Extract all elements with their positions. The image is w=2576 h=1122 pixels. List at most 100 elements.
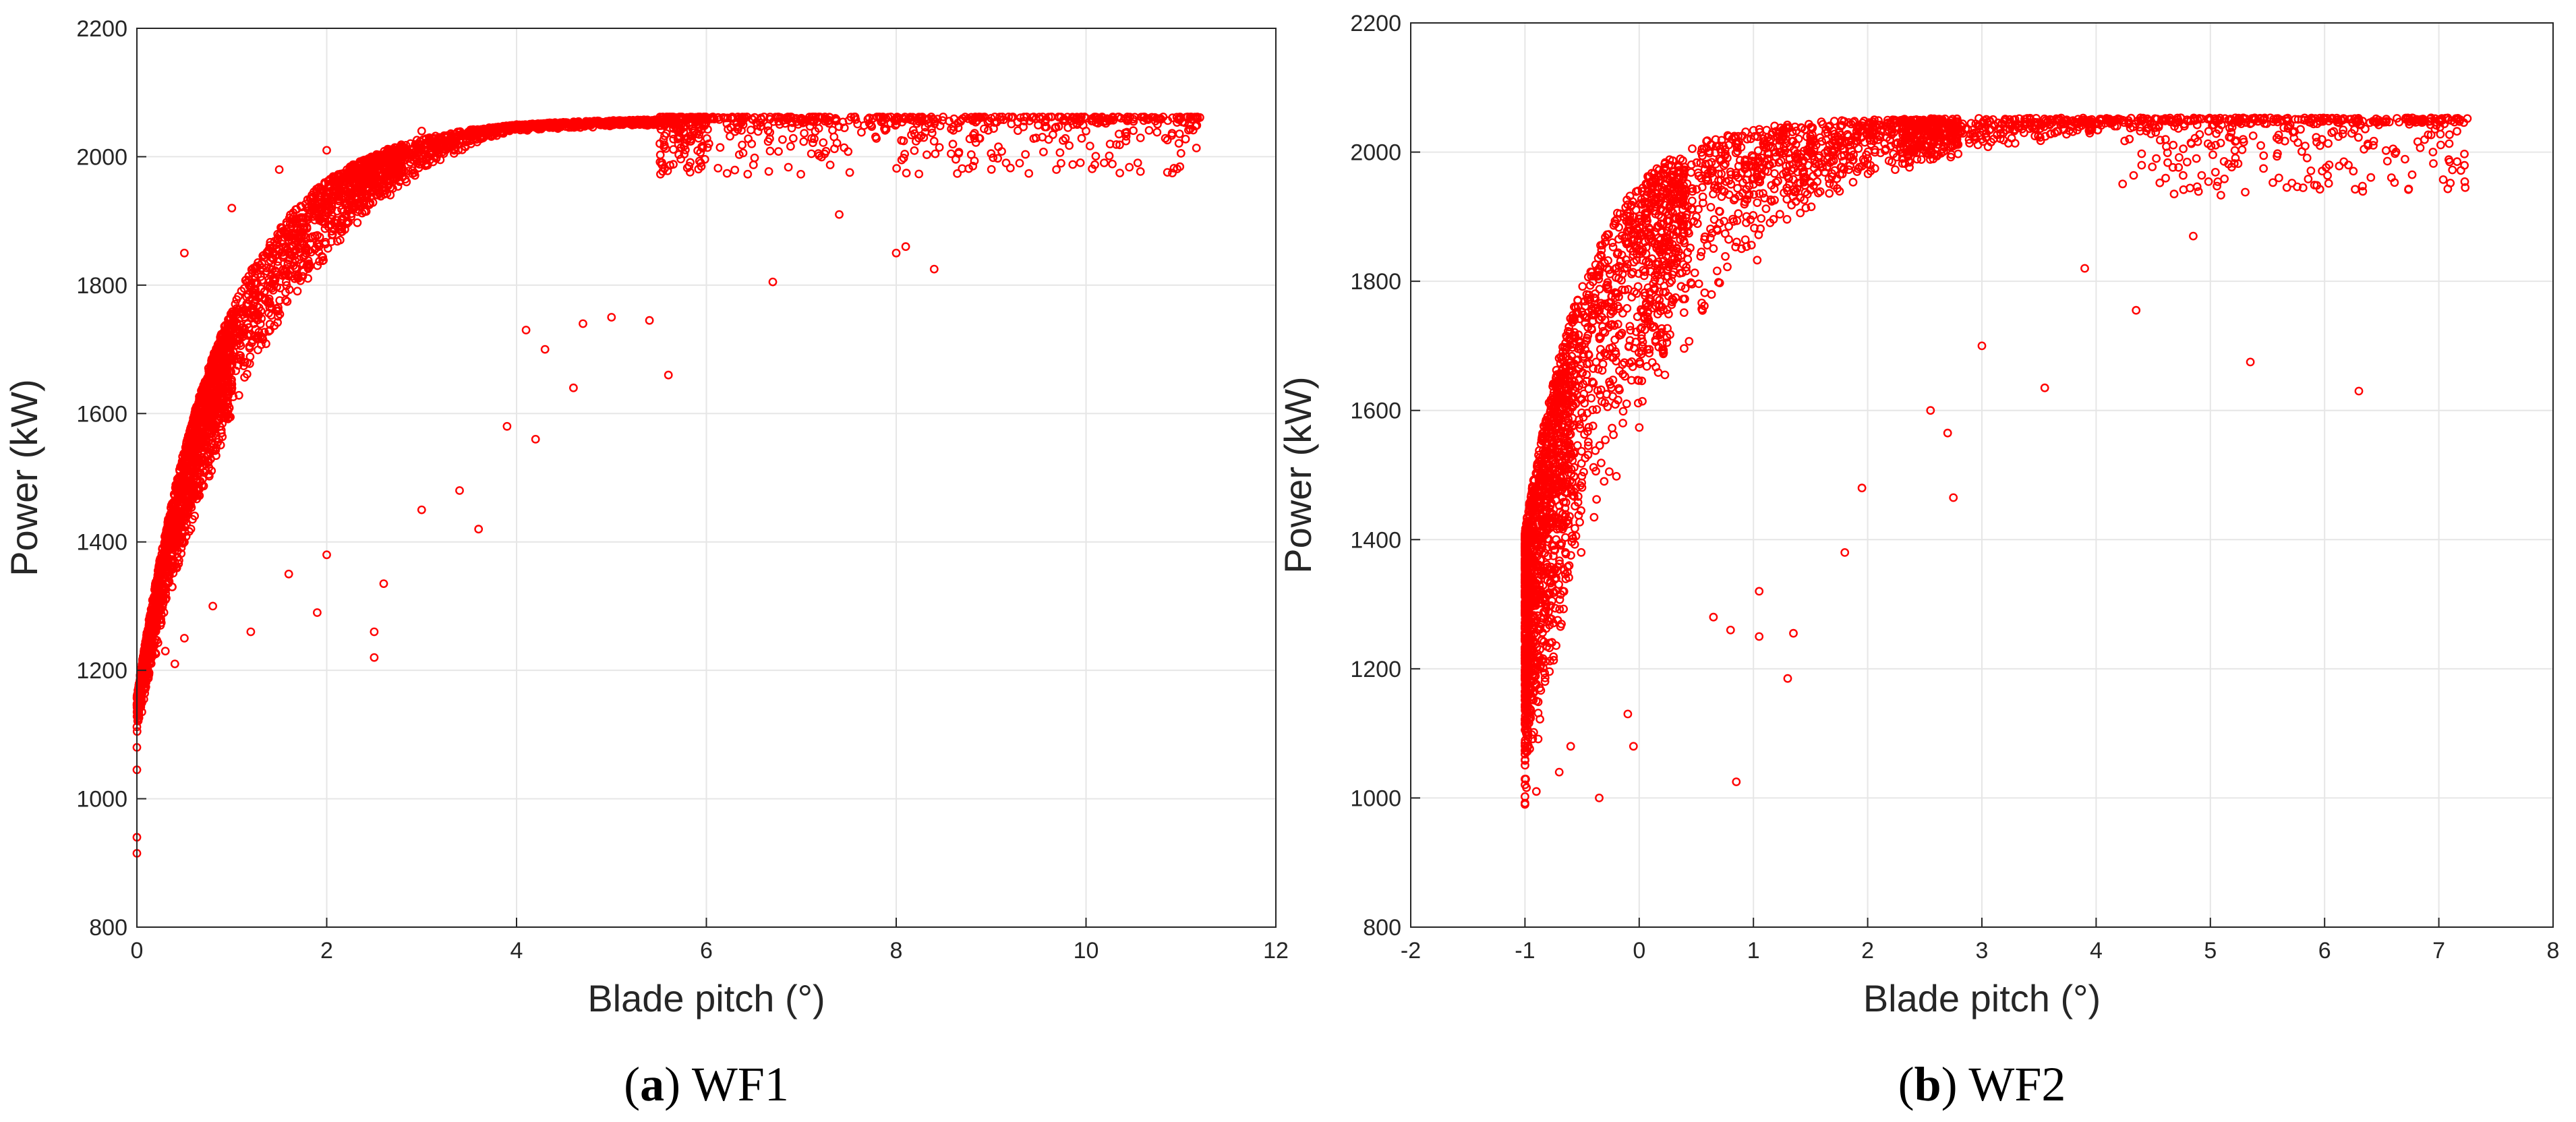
scatter-point <box>1168 169 1177 178</box>
scatter-point <box>1163 136 1172 145</box>
scatter-point <box>899 136 908 146</box>
scatter-point <box>1048 130 1057 140</box>
scatter-point <box>1169 164 1179 173</box>
scatter-point <box>660 140 669 150</box>
scatter-point <box>285 254 295 263</box>
scatter-point <box>319 256 328 265</box>
scatter-point <box>799 137 809 146</box>
scatter-point <box>363 189 373 199</box>
scatter-point <box>425 136 434 145</box>
scatter-point <box>1566 742 1575 751</box>
scatter-point <box>704 139 713 148</box>
scatter-point <box>953 169 962 178</box>
scatter-point <box>893 113 902 121</box>
scatter-point <box>2040 383 2049 392</box>
scatter-point <box>158 558 167 567</box>
scatter-point <box>408 155 417 165</box>
scatter-point <box>434 150 443 158</box>
scatter-point <box>1129 126 1138 136</box>
caption-label-wf1: WF1 <box>692 1057 789 1111</box>
scatter-point <box>1133 158 1142 168</box>
scatter-point <box>1609 430 1618 440</box>
scatter-point <box>747 139 757 148</box>
scatter-point <box>987 165 996 174</box>
scatter-point <box>1176 148 1185 158</box>
scatter-point <box>642 116 651 125</box>
scatter-point <box>800 129 809 138</box>
scatter-point <box>2132 305 2141 315</box>
scatter-point <box>809 138 817 148</box>
scatter-point <box>1091 152 1101 161</box>
scatter-point <box>662 129 671 138</box>
scatter-point <box>1592 495 1602 504</box>
scatter-point <box>1709 612 1718 622</box>
scatter-point <box>320 219 330 229</box>
scatter-point <box>1554 767 1564 777</box>
scatter-point <box>825 160 835 170</box>
scatter-point <box>1783 674 1792 683</box>
scatter-point <box>1623 709 1633 719</box>
scatter-point <box>2195 129 2204 139</box>
scatter-point <box>1129 115 1138 124</box>
scatter-point <box>2349 167 2358 176</box>
scatter-point <box>1685 336 1694 346</box>
scatter-point <box>664 370 673 380</box>
scatter-point <box>540 345 550 354</box>
scatter-point <box>312 239 322 249</box>
scatter-point <box>417 126 426 136</box>
scatter-point <box>177 549 186 558</box>
scatter-point <box>1057 158 1065 168</box>
scatter-point <box>160 647 170 655</box>
scatter-point <box>738 140 747 150</box>
scatter-point <box>450 146 459 155</box>
scatter-point <box>1115 169 1125 178</box>
scatter-point <box>1726 626 1735 634</box>
scatter-point <box>1080 112 1089 121</box>
scatter-point <box>264 308 273 318</box>
scatter-point <box>819 138 828 147</box>
y-tick-label-wf1: 1800 <box>76 273 127 299</box>
scatter-point <box>1604 467 1614 476</box>
scatter-point <box>579 319 587 328</box>
scatter-point <box>715 143 725 152</box>
scatter-point <box>357 186 366 195</box>
scatter-point <box>303 274 312 283</box>
y-tick-label-wf1: 1000 <box>76 787 127 813</box>
scatter-point <box>199 481 208 491</box>
scatter-point <box>410 168 419 177</box>
scatter-point <box>346 165 355 174</box>
scatter-point <box>1022 112 1031 121</box>
scatter-point <box>680 150 689 159</box>
scatter-point <box>2080 264 2089 273</box>
scatter-point <box>1531 787 1541 796</box>
scatter-point <box>170 659 179 668</box>
scatter-point <box>845 168 854 177</box>
scatter-point <box>696 148 705 157</box>
scatter-point <box>935 143 944 152</box>
scatter-point <box>1005 163 1015 173</box>
scatter-point <box>702 134 711 143</box>
scatter-point <box>1021 150 1030 159</box>
scatter-point <box>245 352 255 361</box>
scatter-point <box>258 263 266 272</box>
scatter-point <box>1618 419 1628 427</box>
scatter-point <box>1088 117 1098 126</box>
scatter-point <box>1068 160 1078 169</box>
scatter-point <box>929 264 939 274</box>
scatter-point <box>844 147 853 156</box>
grid-wf1 <box>137 28 1276 927</box>
scatter-point <box>840 123 849 133</box>
scatter-point <box>2188 231 2198 241</box>
scatter-point <box>322 146 331 155</box>
x-tick-label-wf1: 6 <box>700 938 713 964</box>
scatter-point <box>569 383 578 392</box>
scatter-point <box>251 285 260 294</box>
scatter-point <box>1108 159 1117 169</box>
scatter-point <box>177 462 187 471</box>
scatter-point <box>853 119 862 129</box>
scatter-point <box>987 149 996 158</box>
scatter-point <box>898 117 907 127</box>
scatter-point <box>899 153 908 163</box>
scatter-point <box>1034 121 1043 130</box>
scatter-point <box>929 136 939 146</box>
